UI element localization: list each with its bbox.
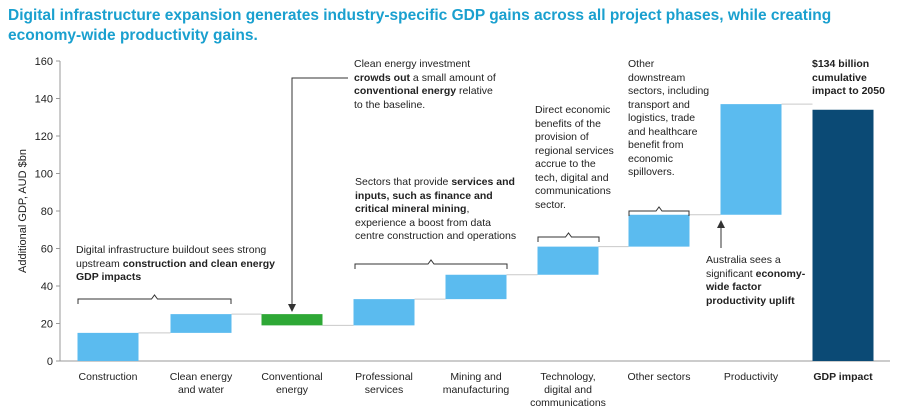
- annotation-productivity: Australia sees a significant economy-wid…: [706, 254, 806, 307]
- bracket-technology: [537, 232, 600, 242]
- bar-clean-energy-and-water: [170, 314, 232, 333]
- arrow-conventional-head: [288, 304, 296, 312]
- category-label-line: Professional: [355, 371, 413, 383]
- y-tick-label: 160: [35, 56, 53, 68]
- annotation-total: $134 billion cumulative impact to 2050: [812, 58, 885, 97]
- bars: [77, 103, 874, 361]
- category-label-line: services: [364, 384, 404, 396]
- category-label-line: Conventional: [261, 371, 323, 383]
- bar-conventional-energy: [261, 314, 323, 326]
- category-label: GDP impact: [795, 371, 891, 384]
- bar-other-sectors: [628, 214, 690, 247]
- category-label: Construction: [60, 371, 156, 384]
- bar-gdp-impact: [812, 109, 874, 361]
- category-label-line: manufacturing: [442, 384, 510, 396]
- annotation-brackets: [77, 77, 725, 312]
- category-label: Professional services: [336, 371, 432, 397]
- bar-construction: [77, 332, 139, 361]
- y-axis: 0 20 40 60 80 100 120 140 160 Additional GDP, AUD…: [17, 56, 890, 368]
- arrow-conventional-line: [291, 77, 348, 306]
- y-tick-label: 40: [41, 281, 53, 293]
- category-label: Clean energy and water: [153, 371, 249, 397]
- y-tick-label: 80: [41, 206, 53, 218]
- category-label-line: Clean energy: [169, 371, 233, 383]
- category-label: Conventional energy: [244, 371, 340, 397]
- bar-mining-and-manufacturing: [445, 274, 507, 300]
- category-label-line: Construction: [78, 371, 138, 383]
- y-tick-label: 60: [41, 244, 53, 256]
- arrow-productivity-head: [717, 220, 725, 228]
- bracket-other-sectors: [628, 206, 690, 216]
- category-label-line: energy: [275, 384, 309, 396]
- category-label-line: GDP impact: [813, 371, 873, 383]
- y-tick-label: 20: [41, 319, 53, 331]
- category-label: Mining and manufacturing: [428, 371, 524, 397]
- category-label-line: Technology,: [540, 371, 596, 383]
- annotation-other-sectors: Other downstream sectors, including tran…: [628, 58, 710, 178]
- category-label-line: communications: [530, 397, 606, 409]
- category-label: Technology, digital and communications: [520, 371, 616, 410]
- y-tick-label: 140: [35, 94, 53, 106]
- bracket-construction: [77, 294, 232, 304]
- chart-title: Digital infrastructure expansion generat…: [8, 7, 832, 44]
- bar-technology-digital-and-communications: [537, 246, 599, 275]
- annotation-services: Sectors that provide services and inputs…: [355, 176, 517, 242]
- category-label: Other sectors: [611, 371, 707, 384]
- y-axis-label: Additional GDP, AUD $bn: [17, 149, 29, 273]
- bar-productivity: [720, 104, 782, 215]
- category-label-line: Productivity: [723, 371, 779, 383]
- category-label-line: Other sectors: [627, 371, 691, 383]
- category-label-line: digital and: [544, 384, 592, 396]
- category-label-line: and water: [177, 384, 225, 396]
- y-tick-label: 120: [35, 131, 53, 143]
- category-label: Productivity: [703, 371, 799, 384]
- annotation-construction: Digital infrastructure buildout sees str…: [76, 244, 275, 283]
- y-tick-label: 100: [35, 169, 53, 181]
- category-label-line: Mining and: [450, 371, 502, 383]
- bracket-services: [354, 259, 508, 269]
- annotation-technology: Direct economic benefits of the provisio…: [535, 104, 614, 211]
- annotation-conventional: Clean energy investment crowds out a sma…: [354, 58, 496, 111]
- y-tick-label: 0: [47, 356, 53, 368]
- bar-professional-services: [353, 299, 415, 326]
